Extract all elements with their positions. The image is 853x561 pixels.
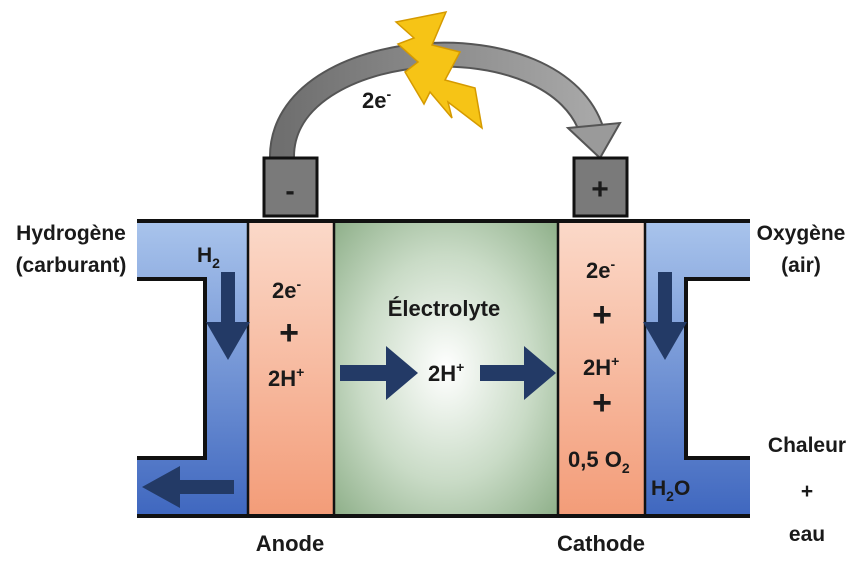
water-label: H2O	[651, 477, 690, 504]
cathode-electrons-label: 2e-	[586, 256, 615, 283]
cathode-oxygen-label: 0,5 O2	[568, 447, 630, 476]
cathode-protons-label: 2H+	[583, 353, 619, 380]
cell-outline	[137, 219, 750, 518]
oxygen-inlet-label-line2: (air)	[781, 254, 821, 277]
oxygen-channel	[645, 221, 750, 516]
negative-terminal	[262, 156, 319, 218]
h2-down-arrow	[206, 272, 250, 360]
outlet-label-line3: eau	[789, 523, 825, 546]
exhaust-left-arrow	[142, 466, 234, 508]
oxygen-down-arrow	[643, 272, 687, 360]
fuel-inlet-label-line1: Hydrogène	[16, 222, 126, 245]
anode-plus: +	[279, 314, 299, 352]
cathode-electrode	[558, 221, 645, 516]
electrolyte-label: Électrolyte	[388, 296, 501, 321]
anode-electrode	[248, 221, 334, 516]
anode-label: Anode	[256, 531, 324, 556]
electrode-dividers	[246, 221, 647, 516]
cathode-plus-2: +	[592, 384, 612, 422]
lightning-bolt-icon	[394, 10, 484, 130]
outlet-label-line2: +	[801, 480, 813, 503]
electrolyte-protons-label: 2H+	[428, 359, 464, 386]
anode-electrons-label: 2e-	[272, 276, 301, 303]
fuel-inlet-label-line2: (carburant)	[16, 254, 127, 277]
electron-wire-arrowhead	[565, 121, 622, 160]
anode-protons-label: 2H+	[268, 364, 304, 391]
electron-flow-label: 2e-	[362, 86, 391, 113]
oxygen-inlet-label-line1: Oxygène	[757, 222, 846, 245]
fuel-channel	[137, 221, 248, 516]
outlet-label-line1: Chaleur	[768, 434, 846, 457]
negative-terminal-sign: -	[285, 175, 294, 206]
positive-terminal-sign: +	[591, 173, 609, 206]
h2-label: H2	[197, 244, 220, 271]
proton-arrow-left	[340, 346, 418, 400]
positive-terminal	[572, 156, 629, 218]
proton-arrow-right	[480, 346, 556, 400]
cathode-label: Cathode	[557, 531, 645, 556]
cathode-plus-1: +	[592, 296, 612, 334]
